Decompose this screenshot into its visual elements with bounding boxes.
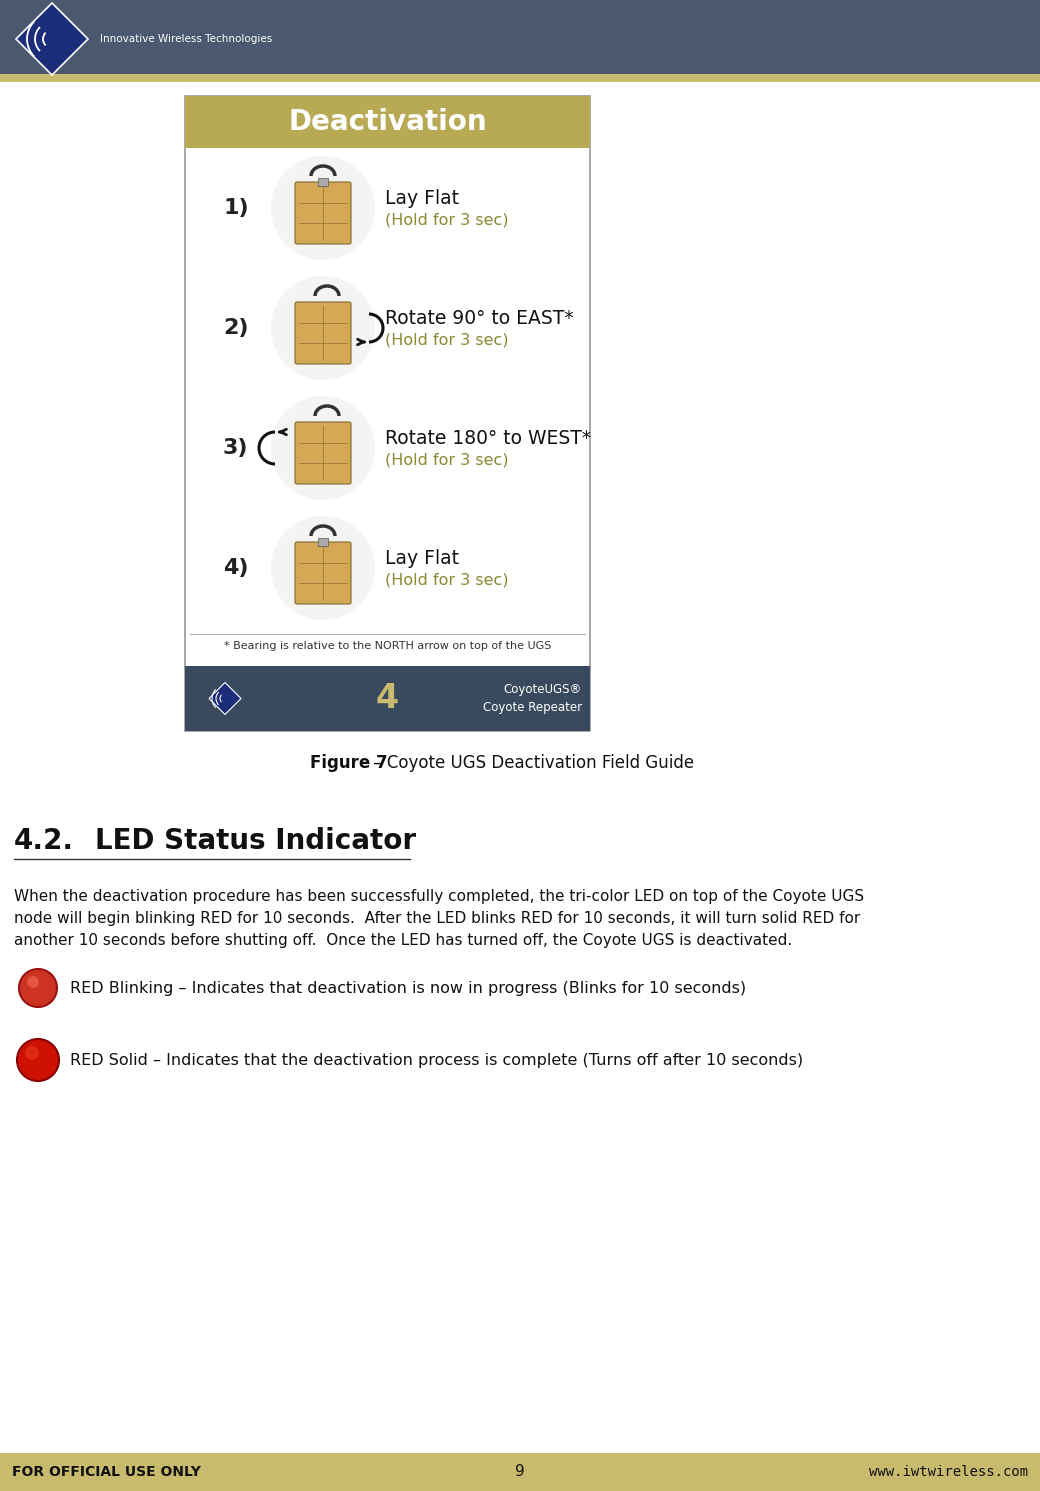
Text: FOR OFFICIAL USE ONLY: FOR OFFICIAL USE ONLY — [12, 1466, 201, 1479]
Circle shape — [271, 397, 375, 499]
Text: (Hold for 3 sec): (Hold for 3 sec) — [385, 213, 509, 228]
FancyBboxPatch shape — [318, 177, 328, 186]
Text: When the deactivation procedure has been successfully completed, the tri-color L: When the deactivation procedure has been… — [14, 889, 864, 904]
Text: CoyoteUGS®: CoyoteUGS® — [503, 683, 582, 696]
Circle shape — [25, 1047, 40, 1060]
Text: – Coyote UGS Deactivation Field Guide: – Coyote UGS Deactivation Field Guide — [367, 754, 694, 772]
FancyBboxPatch shape — [295, 182, 352, 245]
Circle shape — [271, 276, 375, 380]
Text: Rotate 90° to EAST*: Rotate 90° to EAST* — [385, 309, 574, 328]
Circle shape — [271, 516, 375, 620]
Text: www.iwtwireless.com: www.iwtwireless.com — [868, 1466, 1028, 1479]
Circle shape — [17, 1039, 59, 1081]
Text: (Hold for 3 sec): (Hold for 3 sec) — [385, 452, 509, 468]
Text: 1): 1) — [223, 198, 249, 218]
Text: Innovative Wireless Technologies: Innovative Wireless Technologies — [100, 34, 272, 45]
FancyBboxPatch shape — [0, 0, 1040, 82]
Text: Lay Flat: Lay Flat — [385, 549, 459, 568]
FancyBboxPatch shape — [185, 95, 590, 148]
Text: Deactivation: Deactivation — [288, 107, 487, 136]
Text: 2): 2) — [223, 318, 249, 338]
Text: Rotate 180° to WEST*: Rotate 180° to WEST* — [385, 428, 591, 447]
FancyBboxPatch shape — [185, 666, 590, 731]
Text: RED Solid – Indicates that the deactivation process is complete (Turns off after: RED Solid – Indicates that the deactivat… — [70, 1053, 803, 1068]
FancyBboxPatch shape — [0, 1454, 1040, 1491]
Polygon shape — [209, 683, 241, 714]
Text: 4.2.: 4.2. — [14, 828, 74, 854]
Text: 3): 3) — [223, 438, 249, 458]
Text: 9: 9 — [515, 1464, 525, 1479]
FancyBboxPatch shape — [0, 75, 1040, 82]
FancyBboxPatch shape — [185, 95, 590, 731]
Circle shape — [27, 977, 40, 989]
Text: (Hold for 3 sec): (Hold for 3 sec) — [385, 573, 509, 587]
Text: RED Blinking – Indicates that deactivation is now in progress (Blinks for 10 sec: RED Blinking – Indicates that deactivati… — [70, 981, 746, 996]
FancyBboxPatch shape — [318, 538, 328, 546]
Circle shape — [19, 969, 57, 1006]
Circle shape — [271, 157, 375, 259]
FancyBboxPatch shape — [295, 422, 352, 485]
Text: Coyote Repeater: Coyote Repeater — [483, 701, 582, 714]
Text: (Hold for 3 sec): (Hold for 3 sec) — [385, 332, 509, 347]
Text: Lay Flat: Lay Flat — [385, 188, 459, 207]
FancyBboxPatch shape — [295, 303, 352, 364]
Text: another 10 seconds before shutting off.  Once the LED has turned off, the Coyote: another 10 seconds before shutting off. … — [14, 933, 792, 948]
Text: node will begin blinking RED for 10 seconds.  After the LED blinks RED for 10 se: node will begin blinking RED for 10 seco… — [14, 911, 860, 926]
Text: * Bearing is relative to the NORTH arrow on top of the UGS: * Bearing is relative to the NORTH arrow… — [224, 641, 551, 652]
Polygon shape — [16, 3, 88, 75]
Text: 4): 4) — [223, 558, 249, 579]
Text: Figure 7: Figure 7 — [310, 754, 387, 772]
Text: LED Status Indicator: LED Status Indicator — [95, 828, 416, 854]
FancyBboxPatch shape — [295, 543, 352, 604]
Text: 4: 4 — [375, 681, 399, 716]
